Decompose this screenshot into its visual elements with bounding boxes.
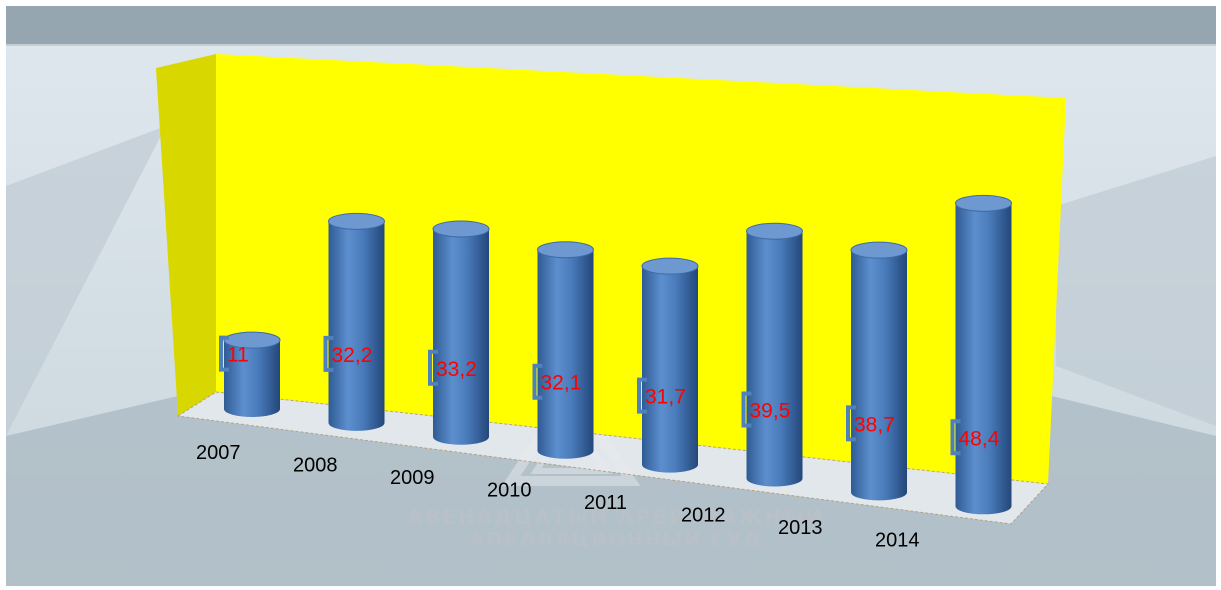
bar-2009: 33,2 [428, 220, 490, 445]
watermark-line-2: АПЕЛЛЯЦИОННЫЙ СУД [470, 528, 763, 551]
background-diagonal-right [1056, 156, 1216, 426]
chart-floor [176, 391, 1050, 525]
value-label-bracket [532, 363, 543, 400]
bar-top [328, 212, 385, 230]
category-label-2008: 2008 [293, 455, 338, 477]
category-label-2009: 2009 [390, 467, 435, 489]
value-label: 31,7 [645, 386, 686, 409]
watermark-line-1: АВЕНАДЦАТЫЙ АРБИТРАЖНЫЙ [407, 505, 824, 529]
bar-body [746, 231, 803, 487]
bar-top [432, 220, 490, 238]
value-label: 39,5 [750, 400, 791, 423]
value-label-bracket [428, 349, 438, 386]
chart-frame: АВЕНАДЦАТЫЙ АРБИТРАЖНЫЙ АПЕЛЛЯЦИОННЫЙ СУ… [6, 6, 1216, 586]
value-label: 48,4 [959, 427, 1000, 450]
bar-body [537, 249, 594, 459]
bar-top [641, 257, 699, 275]
chart-side-wall [156, 54, 216, 416]
bar-body [955, 203, 1012, 515]
bar-body [433, 228, 489, 445]
year-labels-layer: 2007 2008 2009 2010 2011 2012 2013 2014 [196, 442, 920, 552]
category-label-2014: 2014 [875, 530, 920, 552]
bar-body [328, 221, 385, 431]
value-label: 38,7 [854, 413, 895, 436]
bar-top [955, 194, 1012, 212]
bar-top [223, 331, 281, 349]
value-label-bracket [323, 335, 334, 372]
value-label-bracket [846, 405, 856, 442]
bar-2007: 11 [219, 331, 281, 417]
category-label-2007: 2007 [196, 442, 241, 464]
value-label: 11 [227, 344, 249, 367]
bar-top [850, 241, 908, 259]
value-label-bracket [219, 335, 229, 372]
header-divider [6, 44, 1216, 46]
value-label-bracket [950, 419, 961, 456]
category-label-2013: 2013 [778, 517, 823, 539]
value-label-bracket [637, 377, 647, 414]
value-label-bracket [741, 391, 752, 428]
bar-2008: 32,2 [323, 212, 385, 431]
bar-top [537, 241, 594, 259]
category-label-2011: 2011 [584, 492, 627, 514]
value-label: 33,2 [436, 358, 477, 381]
chart-svg: АВЕНАДЦАТЫЙ АРБИТРАЖНЫЙ АПЕЛЛЯЦИОННЫЙ СУ… [6, 6, 1216, 586]
background-diagonal-left [6, 126, 166, 436]
category-label-2010: 2010 [487, 480, 532, 502]
bar-body [851, 250, 907, 501]
value-label: 32,2 [332, 344, 373, 367]
bar-2012: 39,5 [741, 222, 803, 487]
bar-2014: 48,4 [950, 194, 1012, 515]
bar-body [224, 340, 280, 417]
bar-top [746, 222, 803, 240]
value-label: 32,1 [541, 372, 582, 395]
bars-layer: 11 32,2 33,2 32,1 31,7 39,5 38,7 48,4 [219, 194, 1012, 515]
bar-2011: 31,7 [637, 257, 699, 473]
header-band [6, 6, 1216, 44]
bar-2010: 32,1 [532, 241, 594, 459]
bar-body [642, 266, 698, 473]
category-label-2012: 2012 [681, 505, 726, 527]
bar-2013: 38,7 [846, 241, 908, 501]
